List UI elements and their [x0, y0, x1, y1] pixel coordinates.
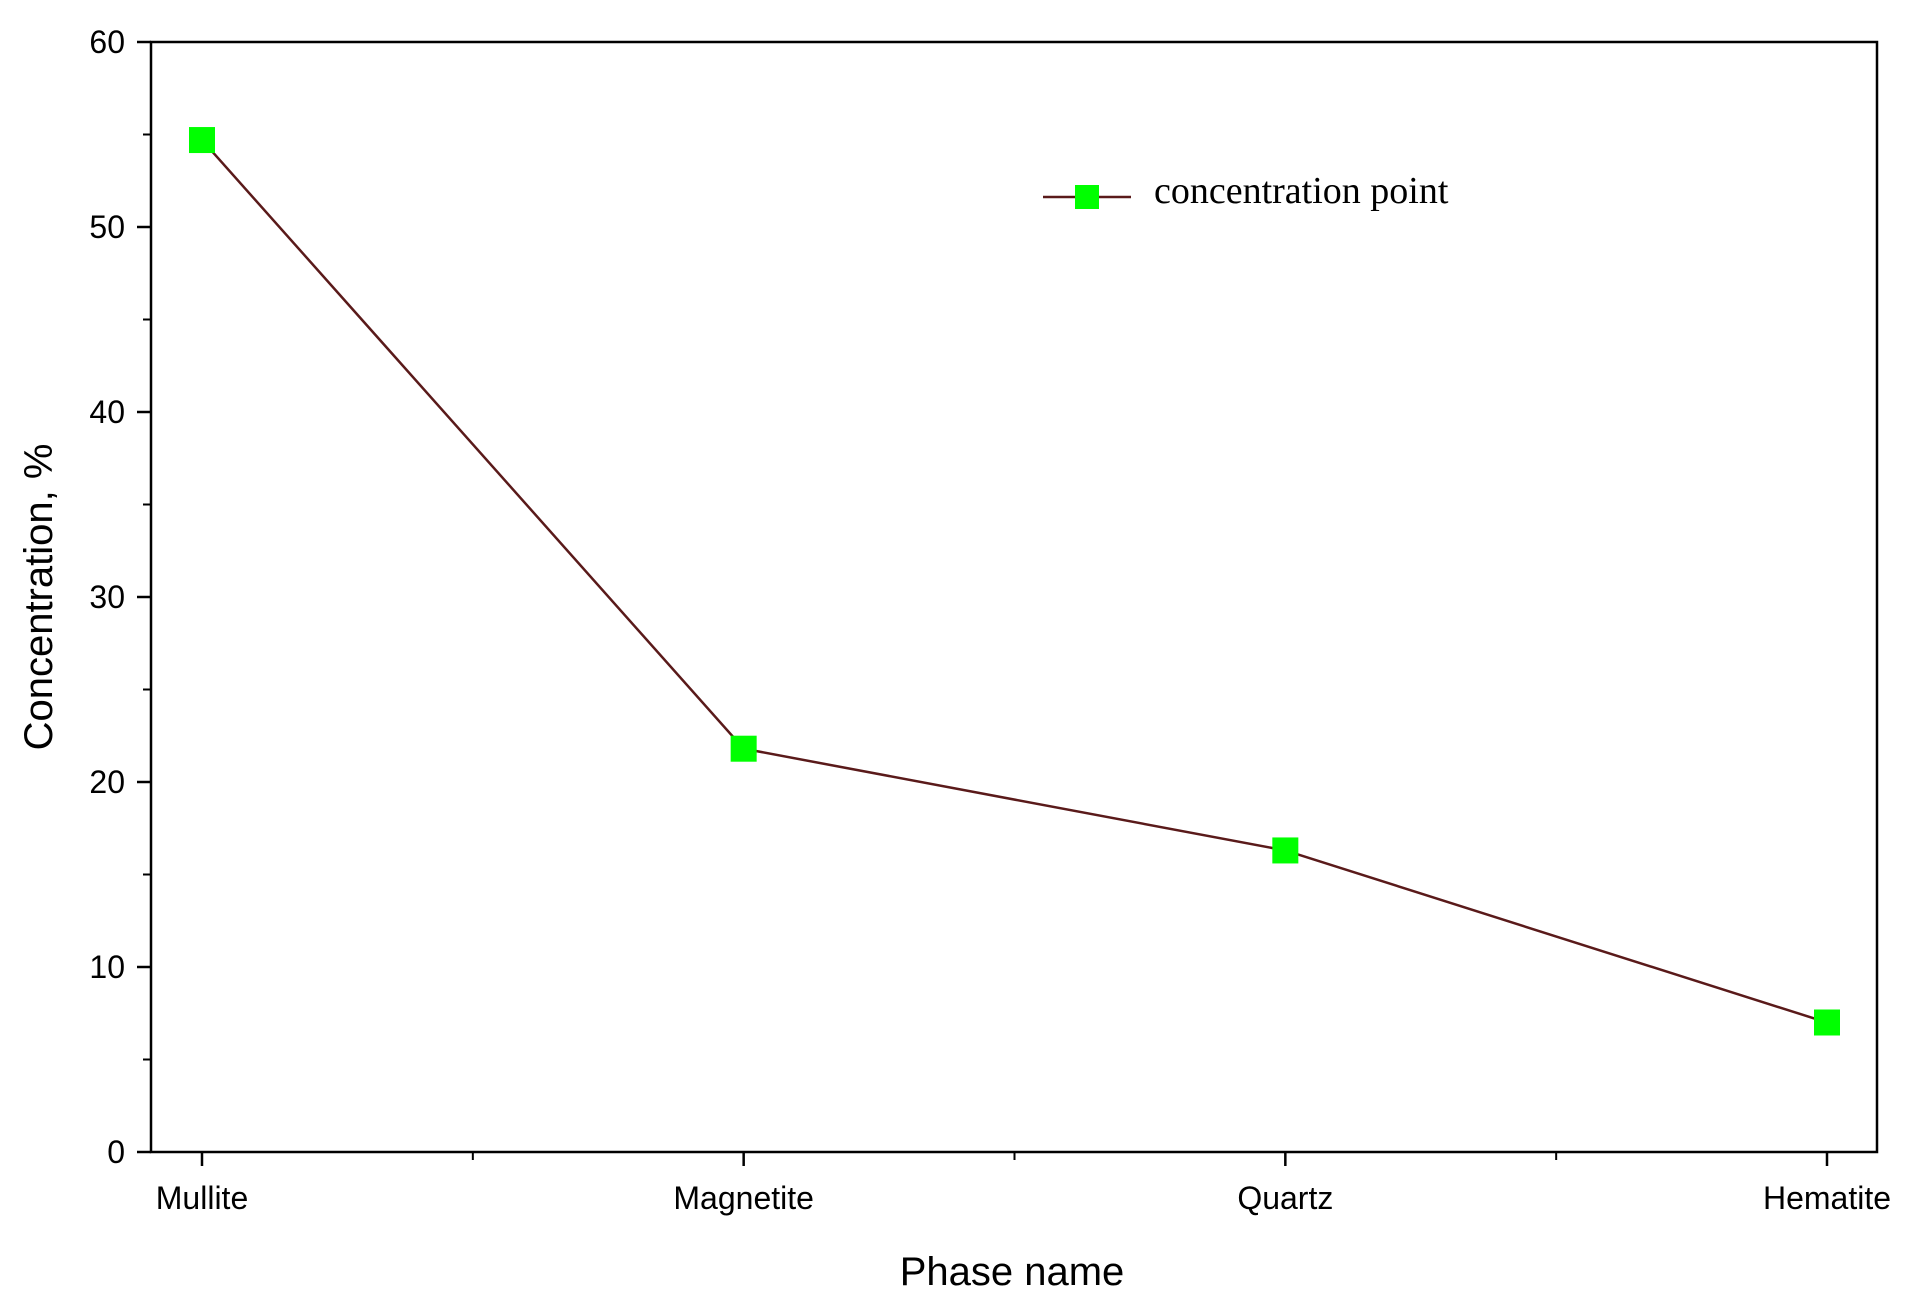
data-point-quartz: [1272, 837, 1299, 864]
x-tick-label: Mullite: [156, 1180, 248, 1216]
y-tick-label: 60: [89, 24, 125, 60]
legend: concentration point: [1043, 170, 1449, 212]
series-line: [201, 139, 1828, 1024]
x-axis: Mullite Magnetite Quartz Hematite: [156, 1152, 1891, 1216]
y-tick-label: 30: [89, 579, 125, 615]
y-tick-label: 0: [107, 1134, 125, 1170]
data-markers: [189, 127, 1840, 1036]
x-axis-title: Phase name: [900, 1250, 1125, 1294]
y-axis: 0 10 20 30 40 50 60: [89, 24, 151, 1170]
legend-label: concentration point: [1154, 170, 1449, 212]
legend-marker-sample: [1075, 185, 1099, 209]
y-tick-label: 40: [89, 394, 125, 430]
data-point-mullite: [189, 127, 215, 154]
x-tick-label: Hematite: [1763, 1180, 1891, 1216]
y-tick-label: 20: [89, 764, 125, 800]
y-axis-title: Concentration, %: [17, 444, 61, 751]
y-tick-label: 50: [89, 209, 125, 245]
plot-frame: [149, 40, 1879, 1154]
y-tick-label: 10: [89, 949, 125, 985]
x-tick-label: Quartz: [1237, 1180, 1333, 1216]
x-tick-label: Magnetite: [673, 1180, 814, 1216]
data-point-magnetite: [730, 735, 757, 762]
data-point-hematite: [1814, 1009, 1840, 1036]
